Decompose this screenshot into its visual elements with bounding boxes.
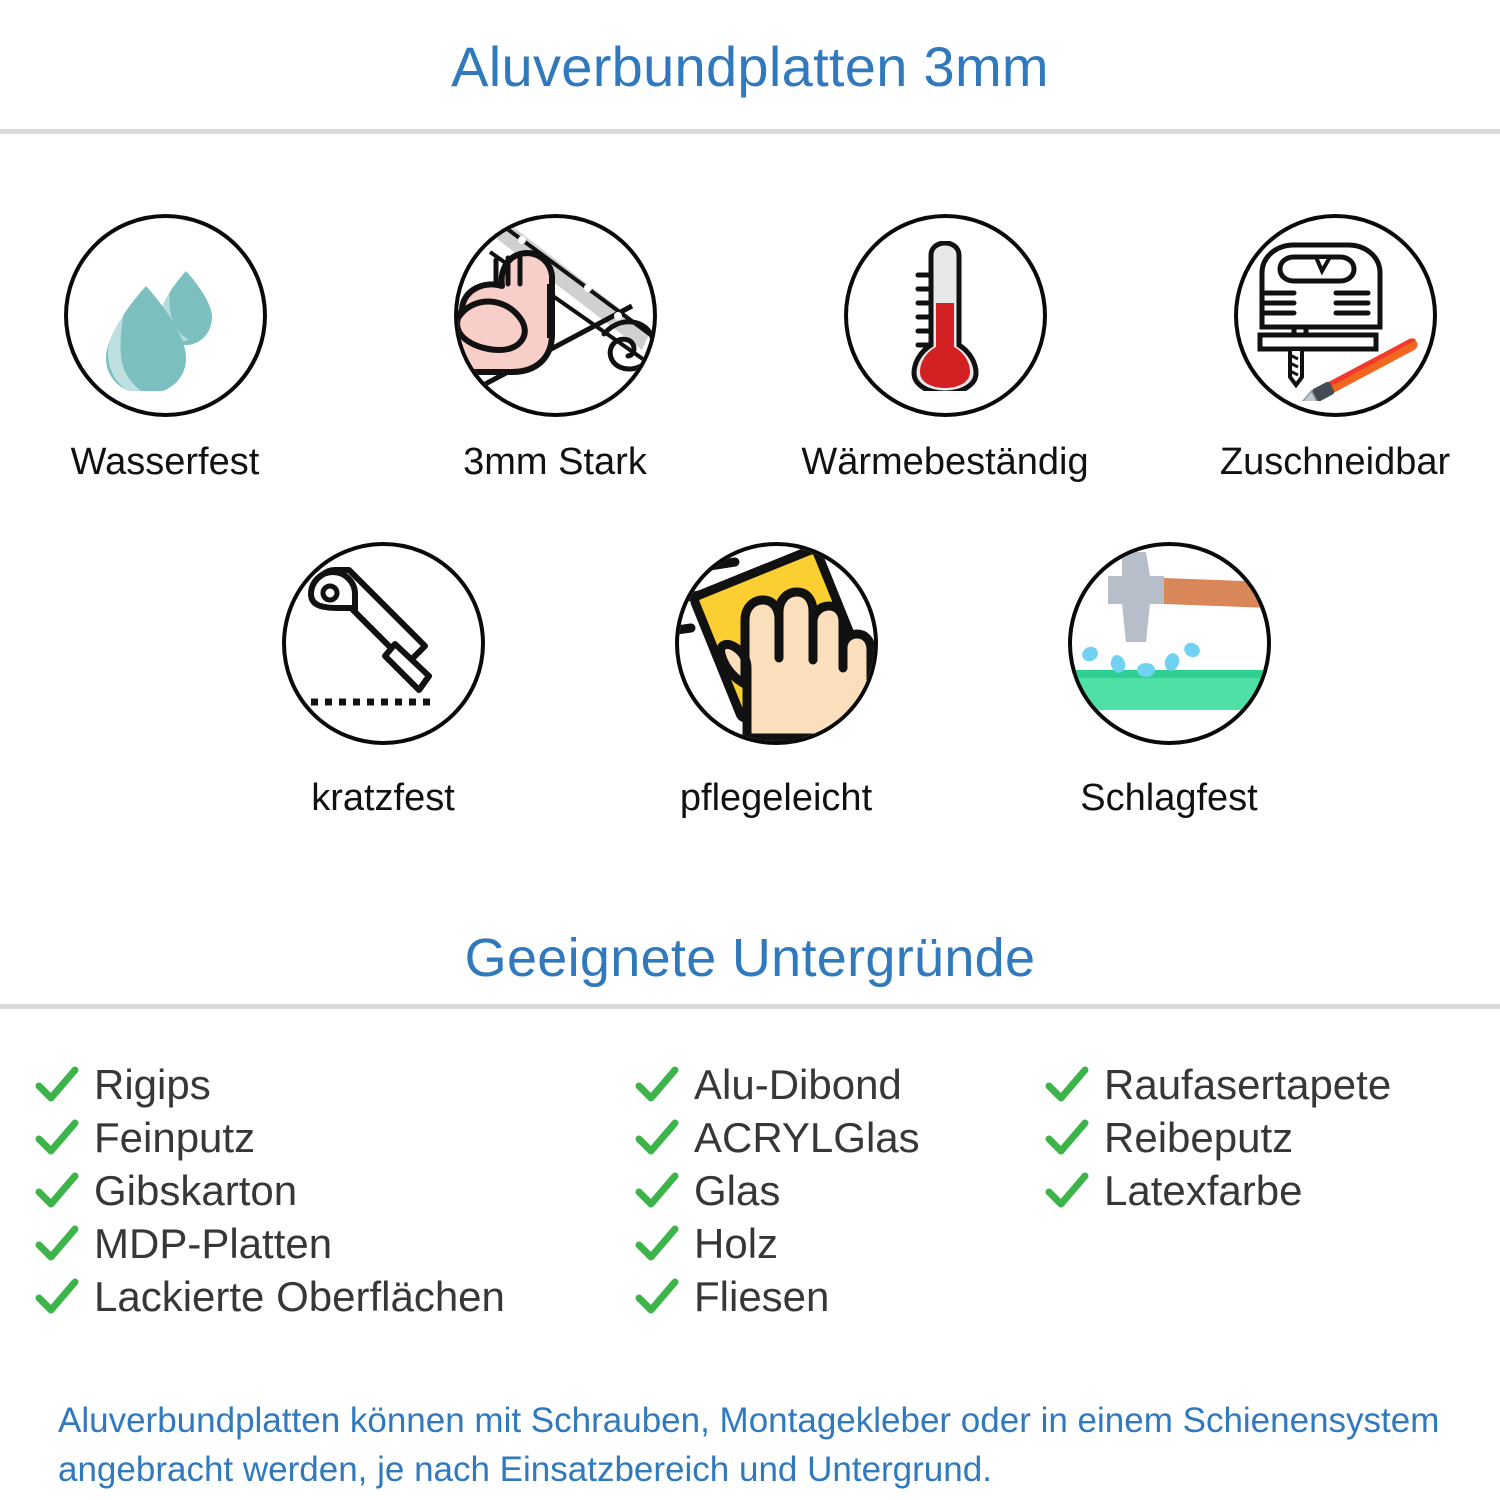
list-item-label: Latexfarbe <box>1104 1166 1303 1214</box>
feature-icon-circle <box>453 214 657 417</box>
green-check-icon <box>35 1172 79 1207</box>
footer-note: Aluverbundplatten können mit Schrauben, … <box>58 1401 1440 1489</box>
feature-icon-circle <box>281 542 485 745</box>
list-item: ACRYLGlas <box>634 1111 1044 1164</box>
green-check-icon <box>35 1119 79 1154</box>
feature-icon-circle <box>843 214 1047 417</box>
feature-schlagfest: Schlagfest <box>1062 542 1276 821</box>
green-check-icon <box>635 1225 679 1260</box>
green-check-icon <box>35 1278 79 1313</box>
list-item-label: ACRYLGlas <box>694 1113 920 1161</box>
substrate-column-3: Raufasertapete Reibeputz Latexfarbe <box>1044 1058 1474 1323</box>
list-item-label: Rigips <box>94 1060 211 1108</box>
list-item-label: MDP-Platten <box>94 1219 333 1267</box>
list-item-label: Lackierte Oberflächen <box>94 1272 505 1320</box>
feature-label: kratzfest <box>311 777 455 819</box>
feature-pflegeleicht: pflegeleicht <box>669 542 883 821</box>
page-title: Aluverbundplatten 3mm <box>451 35 1049 98</box>
green-check-icon <box>1045 1066 1089 1101</box>
feature-wasserfest: Wasserfest <box>58 214 272 485</box>
feature-row-one: Wasserfest <box>0 214 1500 485</box>
divider-top <box>0 129 1500 134</box>
list-item-label: Reibeputz <box>1104 1113 1294 1161</box>
feature-3mm-stark: 3mm Stark <box>448 214 662 485</box>
feature-zuschneidbar: Zuschneidbar <box>1220 214 1450 485</box>
green-check-icon <box>635 1172 679 1207</box>
list-item: Alu-Dibond <box>634 1058 1044 1111</box>
feature-icon-circle <box>1067 542 1271 745</box>
list-item: Glas <box>634 1164 1044 1217</box>
green-check-icon <box>1045 1172 1089 1207</box>
water-drops-icon <box>90 241 240 391</box>
hammer-impact-icon <box>1071 546 1267 741</box>
list-item-label: Gibskarton <box>94 1166 298 1214</box>
feature-label: Zuschneidbar <box>1219 441 1451 483</box>
feature-label: Schlagfest <box>1080 777 1258 819</box>
section-title-substrates: Geeignete Untergründe <box>464 928 1036 988</box>
cutter-knife-scratch-icon <box>303 564 463 724</box>
list-item: Gibskarton <box>34 1164 634 1217</box>
list-item: Raufasertapete <box>1044 1058 1474 1111</box>
list-item: Fliesen <box>634 1270 1044 1323</box>
green-check-icon <box>35 1066 79 1101</box>
green-check-icon <box>35 1225 79 1260</box>
feature-row-two: kratzfest <box>276 542 1276 821</box>
substrate-column-1: Rigips Feinputz Gibskarton MDP-Platten <box>34 1058 634 1323</box>
list-item: MDP-Platten <box>34 1217 634 1270</box>
feature-icon-circle <box>63 214 267 417</box>
list-item-label: Alu-Dibond <box>694 1060 902 1108</box>
list-item: Reibeputz <box>1044 1111 1474 1164</box>
feature-icon-circle <box>1233 214 1437 417</box>
feature-label: pflegeleicht <box>679 777 873 819</box>
feature-label: Wärmebeständig <box>801 441 1089 483</box>
feature-kratzfest: kratzfest <box>276 542 490 821</box>
green-check-icon <box>635 1066 679 1101</box>
list-item: Holz <box>634 1217 1044 1270</box>
feature-waermebestaendig: Wärmebeständig <box>801 214 1089 485</box>
green-check-icon <box>1045 1119 1089 1154</box>
feature-icon-circle <box>674 542 878 745</box>
list-item-label: Holz <box>694 1219 779 1267</box>
thermometer-icon <box>870 240 1020 391</box>
list-item-label: Fliesen <box>694 1272 830 1320</box>
substrate-checklist: Rigips Feinputz Gibskarton MDP-Platten <box>0 1058 1500 1323</box>
hand-with-cloth-icon <box>678 546 874 741</box>
list-item: Lackierte Oberflächen <box>34 1270 634 1323</box>
feature-label: Wasserfest <box>70 441 260 483</box>
substrate-column-2: Alu-Dibond ACRYLGlas Glas Holz <box>634 1058 1044 1323</box>
list-item-label: Glas <box>694 1166 781 1214</box>
divider-middle <box>0 1004 1500 1009</box>
green-check-icon <box>635 1278 679 1313</box>
list-item-label: Raufasertapete <box>1104 1060 1392 1108</box>
list-item-label: Feinputz <box>94 1113 256 1161</box>
flexing-arm-icon <box>457 218 653 413</box>
list-item: Rigips <box>34 1058 634 1111</box>
list-item: Feinputz <box>34 1111 634 1164</box>
jigsaw-and-cutter-icon <box>1250 231 1420 401</box>
list-item: Latexfarbe <box>1044 1164 1474 1217</box>
green-check-icon <box>635 1119 679 1154</box>
feature-label: 3mm Stark <box>463 441 647 483</box>
